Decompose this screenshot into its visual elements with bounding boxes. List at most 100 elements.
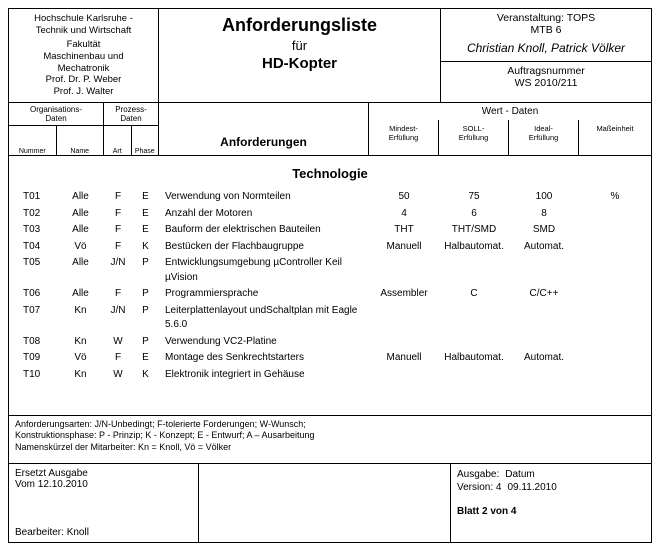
cell-name: Kn — [57, 304, 104, 333]
event-sub: MTB 6 — [443, 24, 649, 36]
footer-right: Ausgabe: Datum Version: 4 09.11.2010 Blatt… — [451, 464, 651, 542]
cell-name: Vö — [57, 351, 104, 366]
cell-name: Alle — [57, 223, 104, 238]
cell-mindest: 4 — [369, 207, 439, 222]
cell-ideal: C/C++ — [509, 287, 579, 302]
cell-soll — [439, 368, 509, 383]
cell-soll — [439, 304, 509, 333]
table-row: T05AlleJ/NPEntwicklungsumgebung µControl… — [9, 255, 651, 286]
cell-num: T06 — [9, 287, 57, 302]
cell-desc: Bestücken der Flachbaugruppe — [159, 240, 369, 255]
title-for: für — [161, 38, 438, 53]
col-anforderungen: Anforderungen — [159, 103, 369, 155]
cell-num: T08 — [9, 335, 57, 350]
cell-soll: C — [439, 287, 509, 302]
prof-line1: Prof. Dr. P. Weber — [11, 74, 156, 86]
table-row: T03AlleFEBauform der elektrischen Bautei… — [9, 222, 651, 239]
cell-art: F — [104, 223, 132, 238]
cell-desc: Verwendung von Normteilen — [159, 190, 369, 205]
cell-unit — [579, 223, 651, 238]
event-label: Veranstaltung: TOPS — [443, 12, 649, 24]
cell-mindest — [369, 304, 439, 333]
cell-ideal — [509, 256, 579, 285]
cell-phase: P — [132, 304, 159, 333]
faculty-line1: Fakultät — [11, 39, 156, 51]
cell-num: T10 — [9, 368, 57, 383]
table-row: T10KnWKElektronik integriert in Gehäuse — [9, 367, 651, 384]
author-names: Christian Knoll, Patrick Völker — [441, 39, 651, 62]
col-ideal: Ideal-Erfüllung — [509, 120, 579, 155]
table-row: T01AlleFEVerwendung von Normteilen507510… — [9, 189, 651, 206]
cell-art: F — [104, 190, 132, 205]
cell-mindest — [369, 368, 439, 383]
cell-art: F — [104, 240, 132, 255]
cell-unit: % — [579, 190, 651, 205]
ersetzt-line1: Ersetzt Ausgabe — [15, 468, 192, 479]
cell-mindest: 50 — [369, 190, 439, 205]
header-institution: Hochschule Karlsruhe - Technik und Wirts… — [9, 9, 159, 102]
colgroup-prozess-label: Prozess-Daten — [104, 103, 158, 126]
blatt: Blatt 2 von 4 — [457, 505, 645, 519]
col-phase: Phase — [132, 126, 159, 155]
cell-unit — [579, 207, 651, 222]
cell-phase: P — [132, 287, 159, 302]
footer-mid — [199, 464, 451, 542]
col-masseinheit: Maßeinheit — [579, 120, 651, 155]
table-row: T02AlleFEAnzahl der Motoren468 — [9, 206, 651, 223]
legend-line2: Konstruktionsphase: P - Prinzip; K - Kon… — [15, 430, 645, 441]
version-value: 09.11.2010 — [507, 482, 556, 493]
cell-name: Alle — [57, 190, 104, 205]
ersetzt-line2: Vom 12.10.2010 — [15, 479, 192, 490]
cell-art: J/N — [104, 256, 132, 285]
table-row: T08KnWPVerwendung VC2-Platine — [9, 334, 651, 351]
title-project: HD-Kopter — [161, 55, 438, 72]
cell-phase: E — [132, 351, 159, 366]
cell-name: Alle — [57, 256, 104, 285]
cell-phase: E — [132, 223, 159, 238]
cell-ideal: Automat. — [509, 240, 579, 255]
cell-num: T09 — [9, 351, 57, 366]
cell-ideal — [509, 304, 579, 333]
cell-name: Vö — [57, 240, 104, 255]
cell-unit — [579, 256, 651, 285]
cell-art: F — [104, 207, 132, 222]
cell-phase: P — [132, 335, 159, 350]
header-title: Anforderungsliste für HD-Kopter — [159, 9, 441, 102]
cell-art: F — [104, 351, 132, 366]
col-name: Name — [57, 126, 104, 155]
cell-ideal — [509, 368, 579, 383]
colgroup-prozess: Prozess-Daten Art Phase — [104, 103, 159, 155]
footer-left: Ersetzt Ausgabe Vom 12.10.2010 Bearbeite… — [9, 464, 199, 542]
faculty-line3: Mechatronik — [11, 63, 156, 75]
cell-mindest: Manuell — [369, 240, 439, 255]
colgroup-org: Organisations-Daten Nummer Name — [9, 103, 104, 155]
col-mindest: Mindest-Erfüllung — [369, 120, 439, 155]
legend: Anforderungsarten: J/N-Unbedingt; F-tole… — [9, 416, 651, 464]
cell-mindest — [369, 256, 439, 285]
footer: Ersetzt Ausgabe Vom 12.10.2010 Bearbeite… — [9, 464, 651, 542]
cell-mindest: THT — [369, 223, 439, 238]
cell-art: W — [104, 368, 132, 383]
ausgabe-value: Datum — [505, 469, 534, 480]
cell-phase: P — [132, 256, 159, 285]
cell-desc: Entwicklungsumgebung µController Keil µV… — [159, 256, 369, 285]
table-row: T07KnJ/NPLeiterplattenlayout undSchaltpl… — [9, 303, 651, 334]
cell-soll: Halbautomat. — [439, 351, 509, 366]
cell-ideal: SMD — [509, 223, 579, 238]
inst-line1: Hochschule Karlsruhe - — [11, 13, 156, 25]
cell-desc: Leiterplattenlayout undSchaltplan mit Ea… — [159, 304, 369, 333]
prof-line2: Prof. J. Walter — [11, 86, 156, 98]
cell-num: T01 — [9, 190, 57, 205]
cell-unit — [579, 287, 651, 302]
cell-ideal: 8 — [509, 207, 579, 222]
header: Hochschule Karlsruhe - Technik und Wirts… — [9, 9, 651, 103]
cell-soll — [439, 335, 509, 350]
column-headers: Organisations-Daten Nummer Name Prozess-… — [9, 103, 651, 156]
cell-art: W — [104, 335, 132, 350]
ausgabe-label: Ausgabe: — [457, 469, 499, 480]
cell-num: T04 — [9, 240, 57, 255]
col-soll: SOLL-Erfüllung — [439, 120, 509, 155]
cell-name: Kn — [57, 368, 104, 383]
col-art: Art — [104, 126, 132, 155]
version-label: Version: 4 — [457, 482, 501, 493]
